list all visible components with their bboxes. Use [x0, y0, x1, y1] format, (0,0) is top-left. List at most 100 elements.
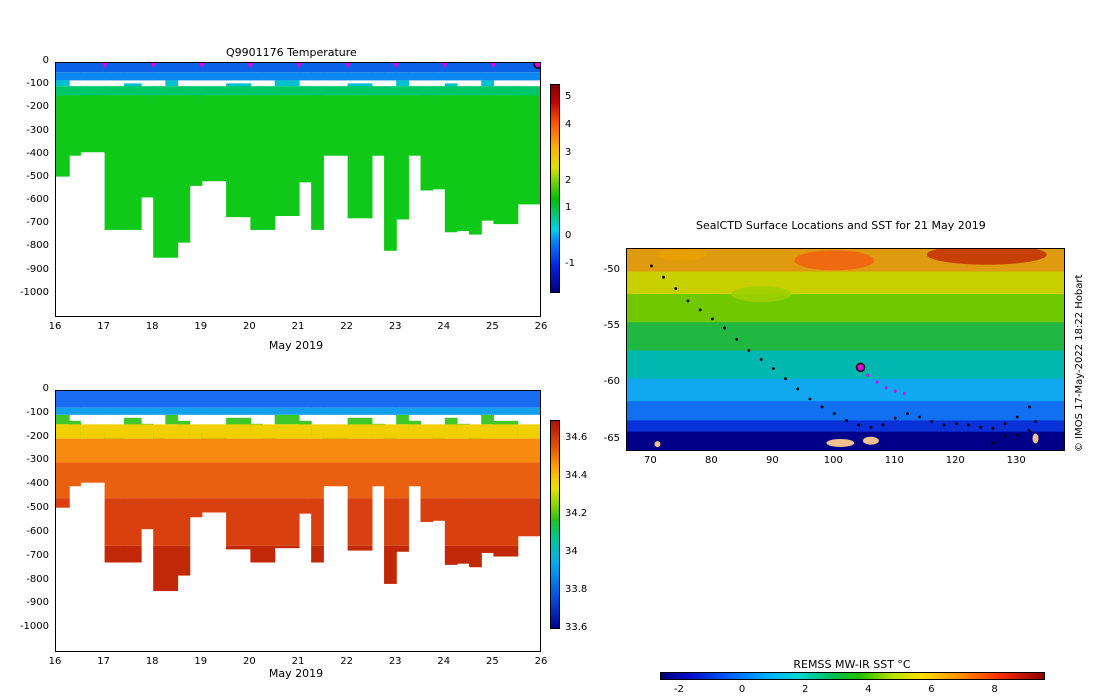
- track-point: [784, 377, 787, 381]
- temperature-cell: [481, 80, 494, 87]
- salinity-cell: [153, 545, 166, 592]
- salinity-cell: [299, 498, 312, 514]
- track-point: [698, 308, 702, 312]
- salinity-cell: [444, 545, 458, 565]
- temperature-cell: [444, 72, 458, 81]
- salinity-cell: [396, 424, 409, 439]
- salinity-cell: [347, 407, 373, 415]
- temperature-y-tick: -100: [26, 78, 49, 90]
- track-point: [1003, 422, 1007, 426]
- salinity-cell: [201, 424, 227, 439]
- track-point: [710, 317, 714, 321]
- salinity-cell: [493, 462, 519, 499]
- temperature-cell: [141, 72, 154, 81]
- salinity-cell: [141, 424, 154, 439]
- salinity-cell: [432, 407, 446, 415]
- temperature-cell: [189, 95, 203, 186]
- salinity-cell: [408, 391, 422, 408]
- salinity-cell: [384, 438, 397, 463]
- temperature-cell: [104, 86, 125, 96]
- sst-map-canvas: [627, 249, 1064, 450]
- map-x-tick: 120: [945, 455, 965, 466]
- temperature-cell: [80, 72, 106, 81]
- salinity-cell: [250, 438, 264, 463]
- salinity-cell: [226, 407, 251, 415]
- salinity-cell: [469, 438, 482, 463]
- temperature-x-tick: 17: [97, 321, 110, 332]
- salinity-profile: [201, 391, 227, 513]
- sst-colorbar-label: REMSS MW-IR SST °C: [793, 658, 911, 671]
- temperature-cell: [56, 72, 70, 81]
- salinity-cell: [323, 391, 349, 408]
- salinity-profile: [311, 391, 324, 563]
- salinity-cell: [250, 462, 264, 499]
- track-point: [820, 405, 824, 409]
- temperature-profile: [432, 63, 446, 190]
- temperature-cell: [250, 72, 264, 81]
- track-point: [881, 423, 885, 427]
- current-position-marker: [533, 63, 540, 69]
- salinity-cell: [80, 462, 106, 483]
- temperature-profile: [396, 63, 409, 220]
- track-point: [967, 423, 970, 427]
- salinity-cell: [124, 391, 142, 408]
- salinity-cell: [420, 407, 434, 415]
- map-y-tick: -65: [603, 432, 620, 444]
- temperature-profile: [384, 63, 397, 251]
- salinity-cell: [493, 498, 519, 546]
- salinity-cell: [153, 462, 166, 499]
- salinity-cell: [481, 414, 494, 425]
- salinity-x-tick: 19: [194, 656, 208, 667]
- salinity-cell: [141, 407, 154, 415]
- land: [1032, 433, 1039, 444]
- track-point: [796, 387, 800, 391]
- temperature-cell: [311, 95, 324, 230]
- temperature-cell: [299, 63, 312, 73]
- salinity-cell: [432, 498, 446, 521]
- surface-fix-marker: [393, 63, 400, 68]
- temperature-cell: [56, 86, 70, 96]
- temperature-cell: [323, 86, 349, 96]
- salinity-cell: [444, 462, 458, 499]
- track-point: [906, 412, 909, 416]
- track-point: [686, 299, 690, 303]
- surface-fix-marker: [101, 63, 108, 68]
- salinity-cell: [56, 407, 70, 415]
- salinity-cell: [165, 424, 179, 439]
- temperature-x-label: May 2019: [268, 339, 324, 352]
- sst-colorbar-tick: -2: [673, 684, 684, 695]
- salinity-cell: [323, 407, 349, 415]
- salinity-cell: [177, 438, 191, 463]
- track-point: [759, 358, 763, 361]
- salinity-profile: [469, 391, 482, 568]
- salinity-cell: [481, 407, 494, 415]
- track-point: [930, 420, 934, 423]
- temperature-cell: [384, 72, 397, 81]
- salinity-cell: [347, 438, 373, 463]
- temperature-profile: [274, 63, 300, 216]
- temperature-cell: [177, 86, 191, 96]
- temperature-cell: [396, 86, 409, 96]
- salinity-cell: [226, 391, 251, 408]
- salinity-cell: [396, 438, 409, 463]
- temperature-y-tick: -800: [26, 240, 49, 252]
- temperature-cell: [384, 63, 397, 73]
- salinity-cell: [481, 424, 494, 439]
- salinity-cell: [396, 498, 409, 546]
- salinity-y-tick: -300: [26, 454, 49, 466]
- salinity-cell: [444, 438, 458, 463]
- salinity-y-tick: -200: [26, 430, 49, 442]
- sst-colorbar-tick: 8: [991, 684, 998, 695]
- temperature-cell: [432, 86, 446, 96]
- temperature-x-tick: 20: [243, 321, 256, 332]
- temperature-cell: [177, 63, 191, 73]
- temperature-title: Q9901176 Temperature: [226, 46, 357, 59]
- salinity-y-tick: -600: [26, 525, 49, 537]
- salinity-y-tick: -1000: [19, 621, 49, 633]
- temperature-cell: [56, 63, 70, 73]
- salinity-cell: [311, 438, 324, 463]
- track-point: [991, 441, 995, 445]
- salinity-cell: [80, 391, 106, 408]
- salinity-cell: [201, 438, 227, 463]
- salinity-cell: [469, 462, 482, 499]
